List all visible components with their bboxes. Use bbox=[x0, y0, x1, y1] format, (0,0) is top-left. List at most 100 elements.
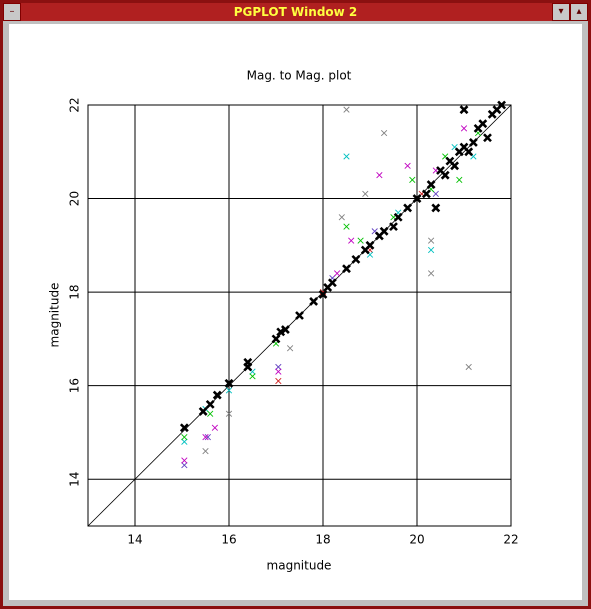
window-title: PGPLOT Window 2 bbox=[233, 5, 358, 19]
point-stroke bbox=[275, 363, 282, 371]
point-stroke bbox=[181, 438, 188, 445]
point-stroke bbox=[365, 240, 375, 250]
point bbox=[333, 270, 341, 277]
point-stroke bbox=[202, 448, 209, 455]
point bbox=[343, 223, 350, 230]
menu-button[interactable]: – bbox=[3, 3, 21, 21]
point bbox=[497, 100, 507, 110]
point-stroke bbox=[211, 424, 219, 431]
point-stroke bbox=[459, 142, 469, 152]
point bbox=[432, 190, 439, 197]
point-stroke bbox=[276, 327, 286, 337]
point-stroke bbox=[327, 278, 337, 288]
point bbox=[309, 297, 319, 306]
point-stroke bbox=[362, 190, 369, 197]
x-tick-label: 22 bbox=[503, 533, 518, 547]
point-stroke bbox=[342, 264, 351, 274]
y-tick-label: 22 bbox=[68, 97, 82, 112]
point bbox=[468, 138, 478, 147]
point bbox=[456, 176, 463, 183]
point bbox=[225, 387, 233, 394]
point bbox=[376, 172, 383, 179]
minimize-button[interactable]: ▾ bbox=[552, 3, 570, 21]
point-stroke bbox=[426, 180, 436, 189]
point-stroke bbox=[243, 357, 253, 367]
point-stroke bbox=[343, 223, 350, 230]
point bbox=[207, 410, 214, 417]
point-stroke bbox=[205, 399, 215, 409]
point-stroke bbox=[318, 290, 328, 299]
x-tick-label: 20 bbox=[409, 533, 424, 547]
point bbox=[351, 254, 361, 264]
point bbox=[357, 237, 364, 244]
point-stroke bbox=[212, 390, 222, 400]
point bbox=[412, 194, 422, 203]
point bbox=[181, 457, 188, 464]
point bbox=[427, 246, 435, 254]
point-stroke bbox=[412, 194, 422, 203]
point-stroke bbox=[403, 203, 413, 213]
point-stroke bbox=[404, 162, 411, 169]
point bbox=[327, 278, 337, 288]
point bbox=[459, 105, 469, 115]
point-stroke bbox=[427, 237, 435, 244]
point bbox=[379, 226, 389, 236]
point bbox=[224, 378, 234, 388]
point-stroke bbox=[440, 170, 450, 180]
point bbox=[286, 345, 294, 352]
point bbox=[225, 410, 233, 417]
point bbox=[427, 237, 435, 244]
point-stroke bbox=[478, 119, 488, 129]
point bbox=[342, 264, 351, 274]
point bbox=[380, 129, 388, 137]
point bbox=[179, 423, 189, 433]
point bbox=[338, 214, 345, 221]
point-stroke bbox=[389, 222, 398, 232]
point bbox=[403, 203, 413, 213]
point-stroke bbox=[456, 176, 463, 183]
y-tick-label: 16 bbox=[68, 378, 82, 393]
point-stroke bbox=[343, 106, 350, 113]
point bbox=[393, 212, 403, 222]
title-bar: PGPLOT Window 2 bbox=[21, 3, 570, 21]
point-stroke bbox=[431, 203, 441, 213]
point-stroke bbox=[295, 311, 304, 320]
y-tick-label: 14 bbox=[68, 472, 82, 487]
point bbox=[478, 119, 488, 129]
point-stroke bbox=[366, 251, 374, 258]
point-stroke bbox=[464, 147, 474, 157]
point bbox=[212, 390, 222, 400]
point bbox=[343, 153, 350, 160]
point bbox=[440, 170, 450, 180]
point bbox=[318, 290, 328, 299]
y-axis-label: magnitude bbox=[48, 283, 62, 348]
point bbox=[362, 190, 369, 197]
point-stroke bbox=[357, 237, 364, 244]
point-stroke bbox=[421, 189, 431, 199]
point-stroke bbox=[275, 377, 282, 385]
x-tick-label: 14 bbox=[127, 533, 142, 547]
point-stroke bbox=[442, 153, 449, 160]
point bbox=[275, 377, 282, 385]
point bbox=[276, 327, 286, 337]
point bbox=[389, 222, 398, 232]
point bbox=[280, 325, 290, 334]
point bbox=[365, 240, 375, 250]
point-stroke bbox=[271, 334, 281, 344]
point bbox=[181, 462, 188, 469]
point bbox=[431, 203, 441, 213]
point bbox=[464, 147, 474, 157]
maximize-button[interactable]: ▴ bbox=[570, 3, 588, 21]
point bbox=[421, 189, 431, 199]
point-stroke bbox=[224, 378, 234, 388]
point-stroke bbox=[275, 368, 282, 375]
point-stroke bbox=[348, 237, 355, 244]
x-axis-label: magnitude bbox=[267, 559, 332, 573]
point bbox=[404, 162, 411, 169]
point-stroke bbox=[450, 161, 460, 171]
x-tick-label: 18 bbox=[315, 533, 330, 547]
point bbox=[275, 363, 282, 371]
point-stroke bbox=[468, 138, 478, 147]
point bbox=[202, 448, 209, 455]
point bbox=[450, 161, 460, 171]
